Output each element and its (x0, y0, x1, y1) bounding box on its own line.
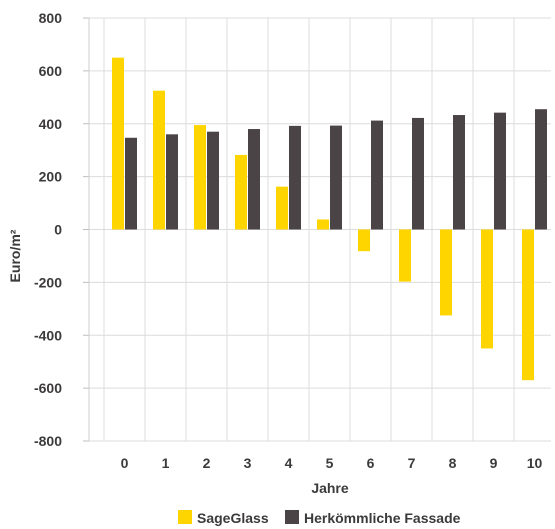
bar-herkoemmliche-fassade-0 (125, 137, 137, 230)
y-axis-title: Euro/m² (7, 229, 23, 282)
bar-herkoemmliche-fassade-5 (330, 125, 342, 230)
y-tick-label: -200 (34, 274, 62, 290)
x-tick-label: 2 (203, 455, 211, 471)
bar-sageglass-3 (235, 154, 247, 230)
bar-herkoemmliche-fassade-4 (289, 125, 301, 230)
bar-sageglass-6 (358, 229, 370, 252)
y-tick-label: 600 (39, 63, 63, 79)
x-tick-label: 3 (244, 455, 252, 471)
x-tick-label: 6 (367, 455, 375, 471)
y-tick-label: 400 (39, 116, 63, 132)
bar-herkoemmliche-fassade-10 (535, 109, 547, 230)
bar-sageglass-1 (153, 90, 165, 230)
bar-herkoemmliche-fassade-7 (412, 117, 424, 230)
bar-sageglass-8 (440, 229, 452, 316)
legend-label-sageglass: SageGlass (197, 510, 269, 526)
x-tick-label: 4 (285, 455, 293, 471)
x-tick-label: 10 (527, 455, 543, 471)
bar-herkoemmliche-fassade-2 (207, 131, 219, 230)
bar-sageglass-9 (481, 229, 493, 349)
legend-label-herkoemmliche-fassade: Herkömmliche Fassade (304, 510, 461, 526)
bar-herkoemmliche-fassade-1 (166, 134, 178, 230)
y-tick-label: 800 (39, 10, 63, 26)
x-axis-title: Jahre (311, 480, 349, 496)
legend-swatch-sageglass (178, 510, 192, 524)
bar-sageglass-4 (276, 186, 288, 230)
bar-sageglass-10 (522, 229, 534, 381)
bar-herkoemmliche-fassade-3 (248, 129, 260, 230)
y-tick-label: 0 (54, 222, 62, 238)
bars (112, 57, 547, 381)
bar-sageglass-2 (194, 125, 206, 230)
x-tick-label: 7 (408, 455, 416, 471)
y-tick-label: 200 (39, 169, 63, 185)
bar-herkoemmliche-fassade-9 (494, 112, 506, 230)
x-tick-label: 9 (490, 455, 498, 471)
x-tick-label: 1 (162, 455, 170, 471)
x-tick-label: 8 (449, 455, 457, 471)
y-tick-label: -400 (34, 327, 62, 343)
x-tick-label: 5 (326, 455, 334, 471)
bar-herkoemmliche-fassade-6 (371, 120, 383, 230)
legend-swatch-herkoemmliche-fassade (285, 510, 299, 524)
bar-sageglass-0 (112, 57, 124, 230)
legend: SageGlass Herkömmliche Fassade (178, 510, 461, 526)
x-axis-ticks: 0 1 2 3 4 5 6 7 8 9 10 (121, 455, 543, 471)
x-tick-label: 0 (121, 455, 129, 471)
y-tick-label: -800 (34, 433, 62, 449)
y-axis-ticks: 800 600 400 200 0 -200 -400 -600 -800 (34, 10, 62, 449)
bar-sageglass-7 (399, 229, 411, 282)
vertical-gridlines (88, 18, 515, 441)
bar-herkoemmliche-fassade-8 (453, 115, 465, 230)
y-tick-label: -600 (34, 380, 62, 396)
bar-sageglass-5 (317, 219, 329, 230)
